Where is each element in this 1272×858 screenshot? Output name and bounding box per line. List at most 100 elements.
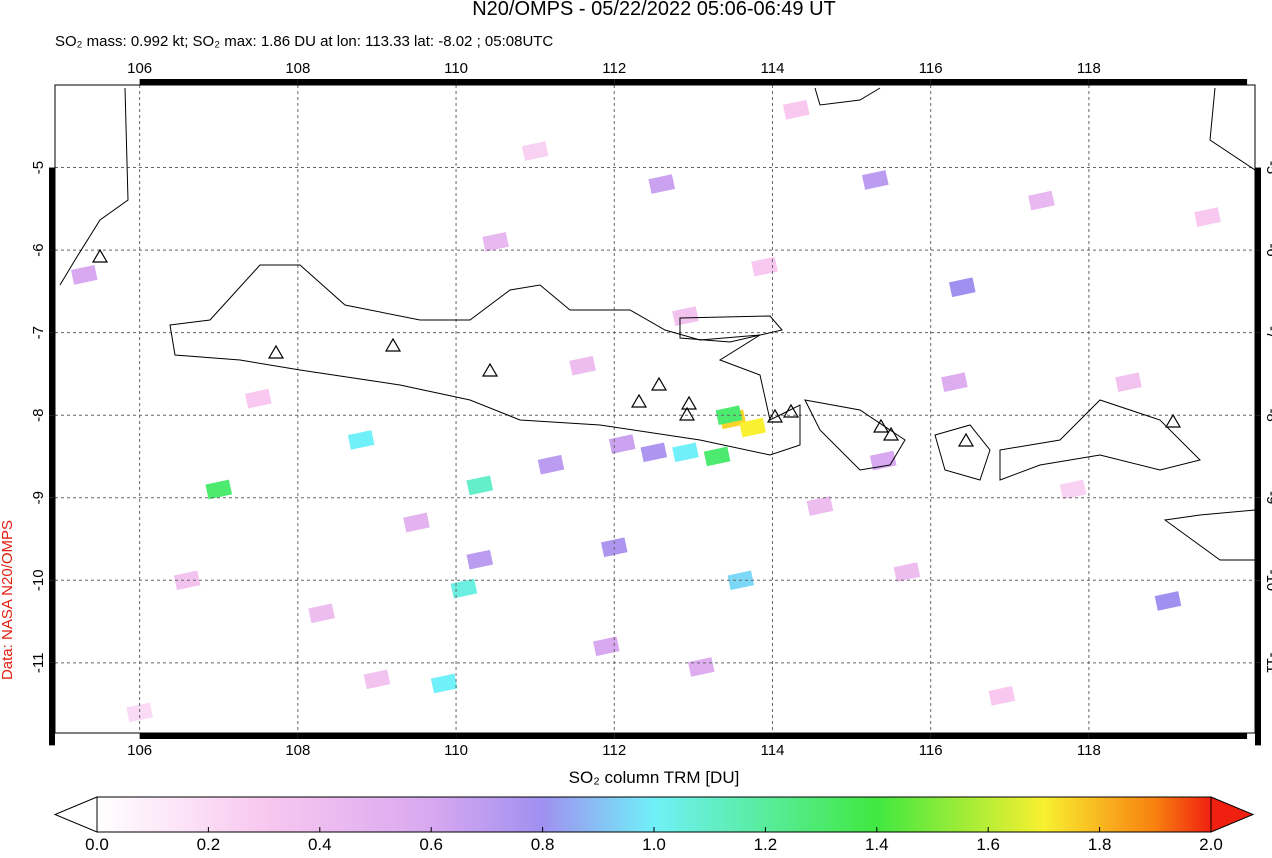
y-tick-label: -11 xyxy=(30,653,47,674)
so2-cell xyxy=(640,442,668,463)
subtitle: SO₂ mass: 0.992 kt; SO₂ max: 1.86 DU at … xyxy=(55,33,553,50)
colorbar-tick-label: 1.6 xyxy=(976,835,1000,853)
so2-cell xyxy=(1028,190,1055,211)
frame-tick xyxy=(1255,662,1261,746)
so2-cell xyxy=(648,174,676,194)
so2-cell xyxy=(1194,207,1221,227)
colorbar-tick-label: 0.4 xyxy=(308,835,332,853)
colorbar-tick-label: 1.0 xyxy=(642,835,666,853)
sumatra xyxy=(59,87,129,286)
so2-cell xyxy=(1059,479,1087,500)
frame-tick xyxy=(49,497,55,581)
x-tick-label: 108 xyxy=(285,742,310,759)
frame-tick xyxy=(49,662,55,746)
so2-cell xyxy=(569,355,596,376)
x-tick-label: 112 xyxy=(602,742,626,759)
java xyxy=(169,264,801,456)
frame-tick xyxy=(297,733,457,739)
y-tick-label: -10 xyxy=(30,569,47,591)
so2-cell xyxy=(703,446,731,467)
x-tick-label: 118 xyxy=(1077,60,1101,77)
so2-cell xyxy=(466,549,494,570)
frame-tick xyxy=(1255,167,1261,251)
colorbar-tick-label: 0.8 xyxy=(531,835,555,853)
frame-tick xyxy=(614,79,773,85)
x-tick-label: 118 xyxy=(1077,742,1101,759)
frame-tick xyxy=(456,733,615,739)
grid: 106 106 108 108 110 110 112 112 114 114 116 116 118 1… xyxy=(30,60,1272,759)
frame-tick xyxy=(49,250,55,333)
y-tick-label: -9 xyxy=(1263,491,1272,504)
x-tick-label: 116 xyxy=(919,742,943,759)
so2-cell xyxy=(450,578,478,599)
so2-cell xyxy=(537,454,565,475)
y-tick-label: -6 xyxy=(1263,243,1272,256)
bali xyxy=(804,399,906,471)
y-tick-label: -7 xyxy=(30,326,47,339)
y-tick-label: -6 xyxy=(30,243,47,256)
colorbar-under xyxy=(53,796,98,833)
so2-cell xyxy=(608,434,636,454)
colorbar-ticks: 0.0 0.2 0.4 0.6 0.8 1.0 1.2 1.4 1.6 1.8 2.0 xyxy=(85,827,1223,854)
x-tick-label: 114 xyxy=(761,742,785,759)
so2-cell xyxy=(893,562,921,582)
frame-tick xyxy=(930,733,1089,739)
y-tick-label: -11 xyxy=(1263,653,1272,674)
so2-cell xyxy=(672,442,699,463)
colorbar-tick-label: 0.6 xyxy=(419,835,443,853)
so2-cell xyxy=(482,232,509,252)
so2-cell xyxy=(205,479,233,500)
frame-tick xyxy=(49,415,55,498)
frame-tick xyxy=(1088,733,1248,739)
so2-cell xyxy=(126,702,153,723)
frame-tick xyxy=(1088,79,1248,85)
coastlines xyxy=(59,87,1255,561)
so2-cell xyxy=(1115,372,1142,393)
so2-cell xyxy=(672,306,699,326)
borneo xyxy=(1209,87,1255,171)
x-tick-label: 112 xyxy=(602,60,626,77)
y-tick-label: -5 xyxy=(30,161,47,174)
source: Data: NASA N20/OMPS xyxy=(0,520,16,680)
frame-tick xyxy=(1255,332,1261,416)
madura xyxy=(679,315,783,343)
x-tick-label: 110 xyxy=(444,60,468,77)
x-tick-label: 110 xyxy=(444,742,468,759)
so2-cell xyxy=(988,686,1016,706)
volcano-icons xyxy=(91,248,1182,447)
lombok xyxy=(934,424,991,481)
x-tick-label: 108 xyxy=(285,60,310,77)
title: N20/OMPS - 05/22/2022 05:06-06:49 UT xyxy=(472,0,836,20)
x-tick-label: 106 xyxy=(127,742,152,759)
so2-cell xyxy=(363,669,391,690)
frame-tick xyxy=(1255,415,1261,498)
so2-cell xyxy=(806,496,834,516)
cells xyxy=(70,99,1221,723)
colorbar-tick-label: 1.8 xyxy=(1088,835,1112,853)
frame-tick xyxy=(49,580,55,663)
frame-tick xyxy=(1255,580,1261,663)
so2-cell xyxy=(782,99,810,120)
so2-cell xyxy=(593,636,620,657)
y-tick-label: -8 xyxy=(1263,409,1272,422)
frame-tick xyxy=(49,167,55,251)
colorbar-tick-label: 0.0 xyxy=(85,835,109,853)
frame-tick xyxy=(614,733,773,739)
y-tick-label: -10 xyxy=(1263,569,1272,591)
so2-cell xyxy=(739,417,766,438)
x-tick-label: 116 xyxy=(919,60,943,77)
frame-tick xyxy=(772,79,931,85)
sumbawa xyxy=(999,399,1201,481)
colorbar-tick-label: 2.0 xyxy=(1199,835,1223,853)
so2-cell xyxy=(403,512,430,533)
so2-cell xyxy=(308,603,335,624)
frame-tick xyxy=(772,733,931,739)
colorbar-tick-label: 1.4 xyxy=(865,835,889,853)
colorbar-tick-label: 0.2 xyxy=(197,835,221,853)
colorbar-label: SO₂ column TRM [DU] xyxy=(569,768,740,787)
frame-tick xyxy=(930,79,1089,85)
so2-cell xyxy=(466,475,494,496)
x-tick-label: 106 xyxy=(127,60,152,77)
frame-tick xyxy=(456,79,615,85)
